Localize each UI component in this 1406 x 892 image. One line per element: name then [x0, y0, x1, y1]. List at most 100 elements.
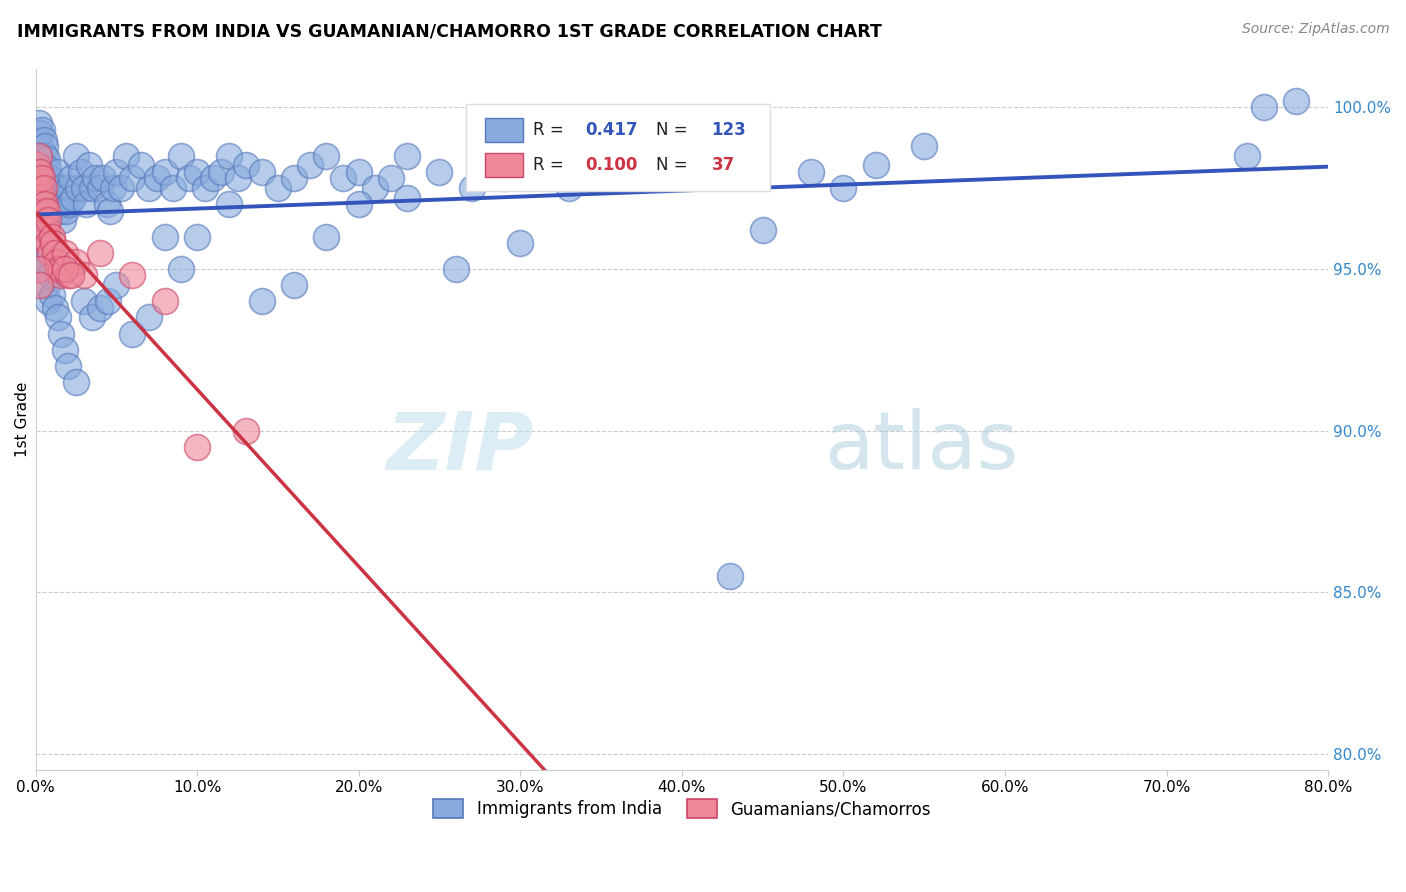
- Point: [347, 165, 370, 179]
- Point: [31, 123, 53, 137]
- Point: [110, 181, 132, 195]
- Text: 0.100: 0.100: [585, 155, 637, 174]
- Point: [60, 268, 83, 283]
- Point: [82, 310, 104, 325]
- Point: [380, 171, 402, 186]
- Point: [89, 245, 111, 260]
- Point: [89, 181, 111, 195]
- Point: [65, 149, 87, 163]
- Point: [35, 203, 58, 218]
- Point: [52, 213, 75, 227]
- Point: [589, 165, 612, 179]
- Point: [35, 152, 58, 166]
- Point: [34, 197, 56, 211]
- Point: [39, 171, 62, 186]
- Point: [396, 191, 419, 205]
- Point: [1236, 149, 1258, 163]
- Point: [526, 159, 548, 173]
- Point: [25, 133, 48, 147]
- Text: N =: N =: [657, 155, 693, 174]
- Point: [56, 268, 79, 283]
- Point: [69, 165, 91, 179]
- Point: [37, 236, 59, 251]
- Point: [101, 181, 124, 195]
- Point: [235, 424, 257, 438]
- Point: [129, 159, 152, 173]
- Point: [718, 569, 741, 583]
- Point: [558, 181, 581, 195]
- Point: [30, 181, 52, 195]
- Point: [509, 236, 531, 251]
- Point: [41, 185, 63, 199]
- Point: [315, 229, 337, 244]
- Point: [44, 301, 66, 315]
- Point: [35, 278, 58, 293]
- Point: [84, 171, 107, 186]
- Point: [44, 181, 66, 195]
- Point: [751, 223, 773, 237]
- Text: 37: 37: [711, 155, 735, 174]
- Point: [75, 197, 97, 211]
- Point: [45, 255, 67, 269]
- Point: [39, 268, 62, 283]
- Point: [194, 181, 217, 195]
- Point: [96, 197, 118, 211]
- Point: [202, 171, 225, 186]
- Point: [97, 294, 120, 309]
- Point: [283, 278, 305, 293]
- Point: [28, 262, 51, 277]
- Point: [34, 262, 56, 277]
- Point: [82, 181, 104, 195]
- Point: [32, 181, 55, 195]
- Point: [226, 171, 249, 186]
- Point: [51, 262, 73, 277]
- Point: [235, 159, 257, 173]
- Point: [153, 294, 176, 309]
- Point: [42, 197, 65, 211]
- Point: [37, 213, 59, 227]
- Point: [73, 268, 96, 283]
- Point: [30, 236, 52, 251]
- FancyBboxPatch shape: [465, 103, 769, 191]
- Point: [37, 181, 59, 195]
- Point: [32, 159, 55, 173]
- Point: [53, 245, 76, 260]
- Point: [800, 165, 823, 179]
- Point: [1285, 94, 1308, 108]
- Point: [218, 149, 240, 163]
- Point: [396, 149, 419, 163]
- Point: [267, 181, 290, 195]
- Point: [42, 236, 65, 251]
- Point: [162, 181, 184, 195]
- Point: [30, 139, 52, 153]
- Point: [31, 165, 53, 179]
- Point: [30, 278, 52, 293]
- Point: [46, 262, 69, 277]
- Point: [32, 203, 55, 218]
- Point: [65, 255, 87, 269]
- Point: [34, 213, 56, 227]
- Point: [299, 159, 322, 173]
- Legend: Immigrants from India, Guamanians/Chamorros: Immigrants from India, Guamanians/Chamor…: [426, 792, 938, 825]
- Point: [41, 203, 63, 218]
- Point: [51, 197, 73, 211]
- Point: [115, 149, 138, 163]
- Point: [89, 301, 111, 315]
- Point: [461, 181, 484, 195]
- Point: [49, 268, 72, 283]
- Point: [62, 191, 84, 205]
- Point: [53, 262, 76, 277]
- Point: [49, 203, 72, 218]
- Point: [35, 223, 58, 237]
- Point: [39, 245, 62, 260]
- Point: [28, 149, 51, 163]
- Point: [55, 203, 77, 218]
- Point: [170, 262, 193, 277]
- Point: [186, 165, 208, 179]
- Point: [177, 171, 200, 186]
- Point: [66, 181, 89, 195]
- Point: [34, 149, 56, 163]
- Point: [332, 171, 354, 186]
- Point: [218, 197, 240, 211]
- Point: [25, 219, 48, 234]
